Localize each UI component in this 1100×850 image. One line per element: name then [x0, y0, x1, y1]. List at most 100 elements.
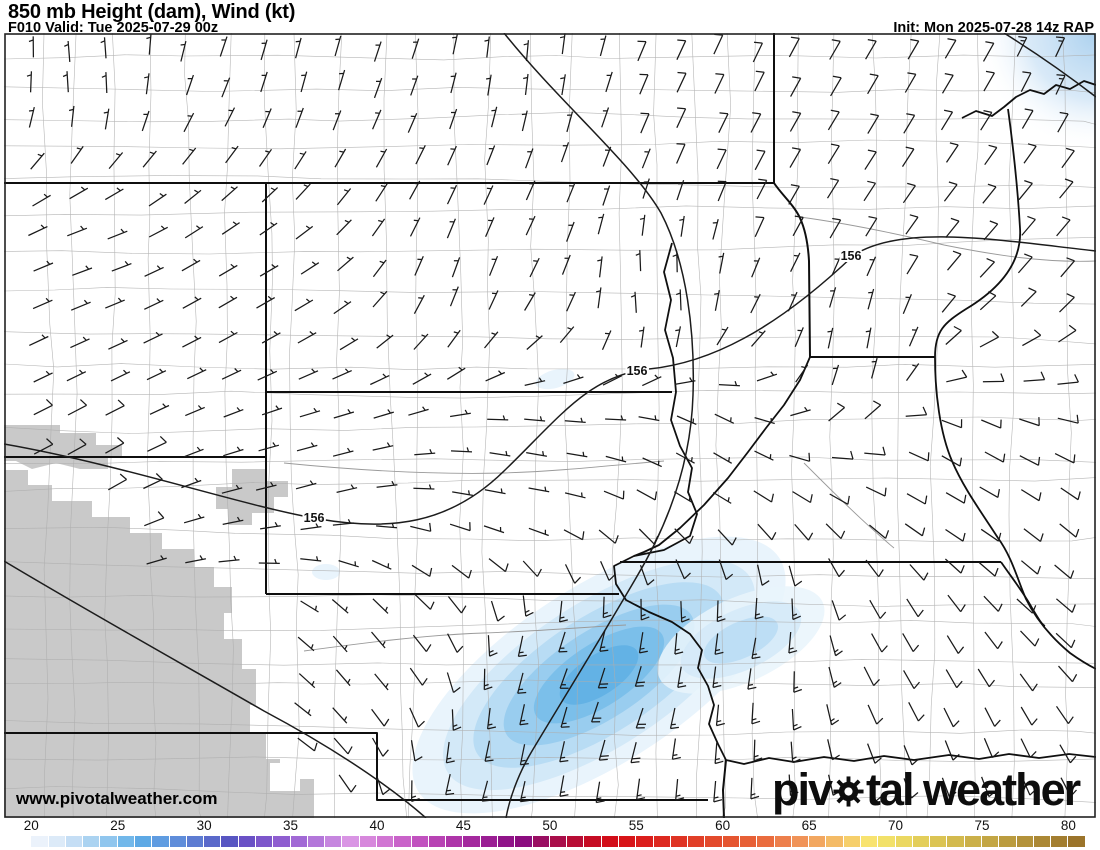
colorbar-cell	[65, 836, 83, 847]
colorbar-tick-label: 50	[542, 818, 558, 833]
colorbar-cell	[376, 836, 394, 847]
colorbar-cell	[688, 836, 705, 847]
colorbar-cell	[999, 836, 1016, 847]
map-svg: 156 156 156	[4, 33, 1096, 818]
colorbar-cell	[463, 836, 480, 847]
river-missouri	[613, 242, 1096, 765]
river-niobrara	[283, 460, 665, 474]
river-des-moines	[803, 462, 895, 549]
colorbar-cell	[912, 836, 930, 847]
colorbar-cell	[342, 836, 359, 847]
logo-part1: piv	[772, 764, 833, 815]
colorbar-cell	[757, 836, 774, 847]
border-mn-sd-lakes	[773, 182, 811, 358]
river-big-sioux	[633, 356, 811, 557]
colorbar-tick-label: 70	[888, 818, 904, 833]
colorbar-cell	[964, 836, 981, 847]
colorbar-cell	[186, 836, 204, 847]
colorbar-cell	[947, 836, 964, 847]
colorbar-cell	[981, 836, 999, 847]
colorbar-tick-label: 55	[628, 818, 644, 833]
terrain-main-block	[4, 470, 314, 818]
valid-time-label: F010 Valid: Tue 2025-07-29 00z	[8, 20, 219, 36]
colorbar-cell	[930, 836, 947, 847]
contour-label: 156	[304, 511, 325, 525]
colorbar-cell	[774, 836, 791, 847]
colorbar-cell	[618, 836, 636, 847]
colorbar-cell	[48, 836, 65, 847]
map-container: 156 156 156 www.pivotalweather.com piv tal …	[4, 33, 1096, 818]
contour-sw-diagonal	[4, 560, 427, 818]
contour-156-long	[4, 236, 1096, 525]
colorbar-cell	[567, 836, 584, 847]
map-border	[4, 33, 1096, 818]
colorbar-cell	[135, 836, 152, 847]
colorbar-tick-label: 65	[801, 818, 817, 833]
wind-speed-shading	[312, 368, 825, 814]
lake-superior-shoreline	[961, 80, 1096, 119]
colorbar-cell	[325, 836, 342, 847]
colorbar-tick-label: 80	[1060, 818, 1076, 833]
state-borders	[4, 33, 1001, 818]
colorbar-cell	[1051, 836, 1068, 847]
colorbar-cell	[255, 836, 273, 847]
colorbar-cell	[1016, 836, 1033, 847]
river-platte	[303, 624, 627, 652]
colorbar-cell	[169, 836, 186, 847]
colorbar-cell	[809, 836, 826, 847]
river-minnesota	[799, 216, 1096, 262]
corner-shading	[939, 33, 1096, 188]
contour-156-arc	[503, 33, 695, 818]
colorbar-cell	[532, 836, 549, 847]
colorbar-cell	[221, 836, 238, 847]
major-rivers	[613, 80, 1096, 765]
init-time-label: Init: Mon 2025-07-28 14z RAP	[893, 20, 1094, 36]
colorbar-cell	[584, 836, 601, 847]
colorbar-cell	[359, 836, 376, 847]
logo-part2: tal	[866, 764, 914, 815]
minor-rivers	[283, 216, 1096, 652]
river-mississippi-wi	[934, 108, 1096, 670]
colorbar	[0, 836, 1100, 847]
colorbar-cell	[480, 836, 497, 847]
colorbar-cell	[100, 836, 117, 847]
colorbar-tick-label: 30	[196, 818, 212, 833]
border-ks-mo	[722, 759, 727, 818]
contour-label: 156	[627, 364, 648, 378]
colorbar-tick-label: 60	[715, 818, 731, 833]
colorbar-cell	[307, 836, 325, 847]
colorbar-cell	[601, 836, 618, 847]
colorbar-cell	[428, 836, 446, 847]
colorbar-cell	[826, 836, 843, 847]
colorbar-tick-label: 40	[369, 818, 385, 833]
colorbar-cell	[273, 836, 290, 847]
colorbar-cell	[791, 836, 809, 847]
colorbar-cell	[152, 836, 169, 847]
colorbar-cell	[83, 836, 100, 847]
terrain-hole	[270, 763, 300, 791]
colorbar-cell	[394, 836, 411, 847]
colorbar-cell	[238, 836, 255, 847]
colorbar-cell	[14, 836, 31, 847]
colorbar-cell	[446, 836, 463, 847]
gear-icon	[832, 770, 865, 815]
colorbar-cell	[117, 836, 134, 847]
river-des-moines-corner	[1000, 561, 1046, 627]
colorbar-cell	[722, 836, 739, 847]
colorbar-tick-labels: 20 25 30 35 40 45 50 55 60 65 70 75 80	[0, 818, 1100, 834]
height-contours	[4, 33, 1096, 818]
colorbar-cell	[497, 836, 515, 847]
colorbar-cell	[515, 836, 532, 847]
colorbar-cell	[549, 836, 567, 847]
colorbar-cell	[1033, 836, 1051, 847]
colorbar-cell	[636, 836, 653, 847]
colorbar-cell	[705, 836, 722, 847]
colorbar-tick-label: 75	[974, 818, 990, 833]
contour-labels: 156 156 156	[302, 247, 864, 527]
colorbar-tick-label: 35	[283, 818, 299, 833]
colorbar-tick-label: 25	[110, 818, 126, 833]
colorbar-cell	[290, 836, 307, 847]
colorbar-tick-label: 20	[23, 818, 39, 833]
logo-part3: weather	[912, 764, 1081, 815]
